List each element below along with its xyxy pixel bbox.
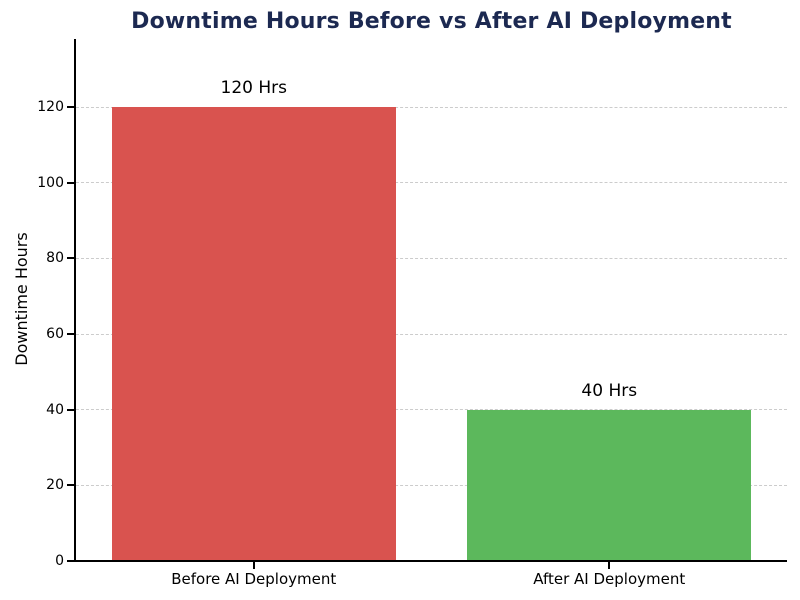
chart-title: Downtime Hours Before vs After AI Deploy… xyxy=(131,9,732,34)
y-tick-mark-40 xyxy=(67,408,74,411)
x-axis-spine xyxy=(74,560,787,562)
y-tick-label-100: 100 xyxy=(37,174,64,191)
y-tick-mark-0 xyxy=(67,560,74,562)
gridline-y-40 xyxy=(76,409,787,411)
bar-value-label-before-ai-deployment: 120 Hrs xyxy=(220,78,287,99)
x-tick-mark-after-ai-deployment xyxy=(608,562,611,569)
y-tick-mark-20 xyxy=(67,484,74,487)
bar-after-ai-deployment xyxy=(467,409,752,561)
y-tick-label-0: 0 xyxy=(55,553,64,569)
y-tick-mark-100 xyxy=(67,181,74,184)
x-tick-label-after-ai-deployment: After AI Deployment xyxy=(533,570,686,588)
x-tick-label-before-ai-deployment: Before AI Deployment xyxy=(171,570,337,588)
gridline-y-20 xyxy=(76,484,787,486)
gridline-y-120 xyxy=(76,106,787,108)
gridline-y-100 xyxy=(76,182,787,184)
gridline-y-60 xyxy=(76,333,787,335)
bar-before-ai-deployment xyxy=(111,107,396,561)
y-tick-label-40: 40 xyxy=(46,401,64,418)
y-tick-mark-120 xyxy=(67,106,74,109)
y-tick-label-120: 120 xyxy=(37,99,64,116)
y-tick-label-80: 80 xyxy=(46,250,64,267)
y-tick-mark-60 xyxy=(67,333,74,336)
y-tick-mark-80 xyxy=(67,257,74,260)
y-axis-spine xyxy=(74,39,76,562)
bar-value-label-after-ai-deployment: 40 Hrs xyxy=(581,380,638,401)
gridline-y-80 xyxy=(76,257,787,259)
y-tick-label-60: 60 xyxy=(46,326,64,343)
y-tick-label-20: 20 xyxy=(46,477,64,494)
x-tick-mark-before-ai-deployment xyxy=(252,562,255,569)
